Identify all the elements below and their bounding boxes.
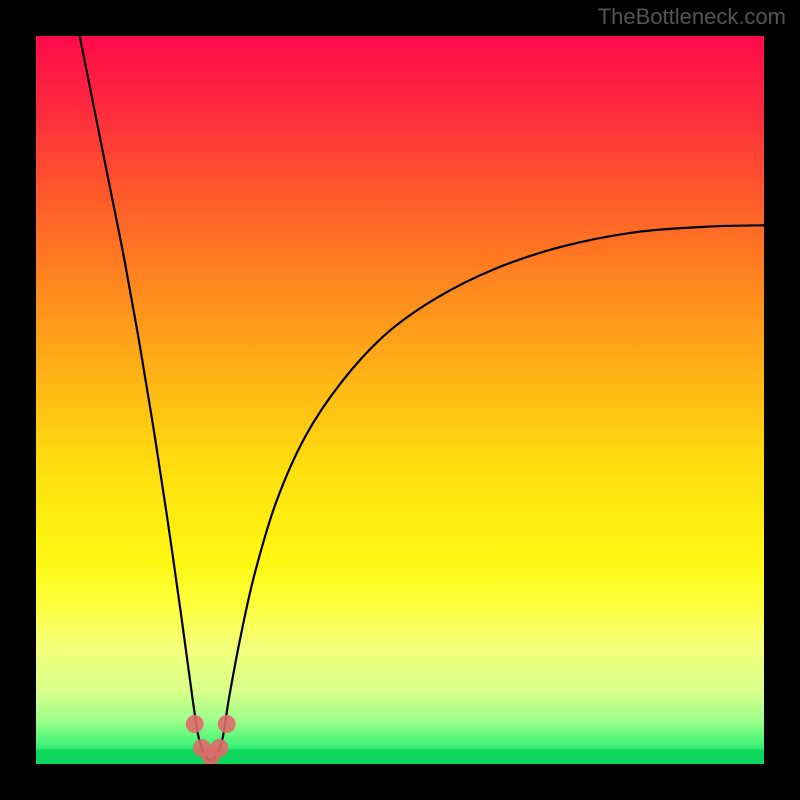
chart-border-mask: [0, 0, 36, 800]
valley-marker: [218, 715, 236, 733]
chart-border-mask: [764, 0, 800, 800]
chart-border-mask: [0, 764, 800, 800]
valley-marker: [186, 715, 204, 733]
gradient-plot-area: [36, 36, 764, 764]
valley-marker: [210, 739, 228, 757]
green-baseline-strip: [36, 749, 764, 764]
bottleneck-chart: [0, 0, 800, 800]
watermark-text: TheBottleneck.com: [598, 4, 786, 30]
chart-stage: TheBottleneck.com: [0, 0, 800, 800]
